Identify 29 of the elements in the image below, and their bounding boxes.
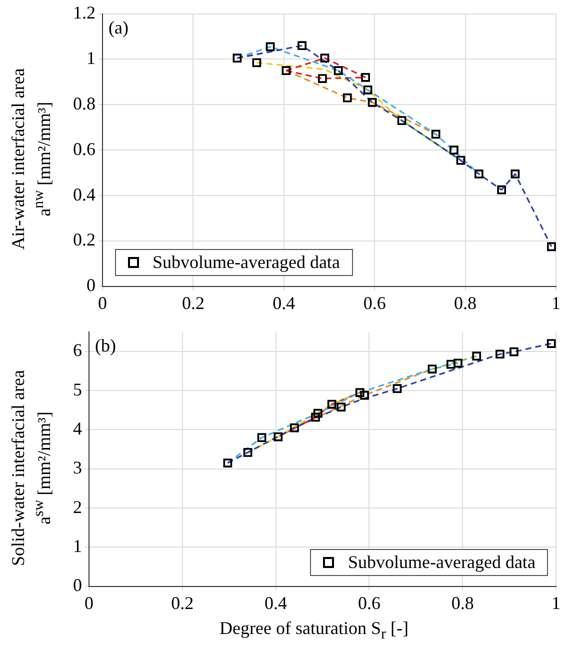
legend-label: Subvolume-averaged data bbox=[348, 552, 536, 574]
x-tick-label: 0.2 bbox=[171, 592, 194, 613]
x-tick-label: 0.4 bbox=[272, 292, 296, 313]
x-tick-label: 0.6 bbox=[363, 292, 386, 313]
y-tick-label: 0.4 bbox=[73, 184, 96, 204]
x-tick-label: 0.6 bbox=[358, 592, 380, 613]
y-tick-label: 2 bbox=[73, 496, 82, 517]
y-tick-label: 4 bbox=[73, 418, 82, 438]
y-tick-label: 0.8 bbox=[73, 93, 96, 114]
y-tick-label: 0.6 bbox=[73, 138, 96, 159]
annotation: (b) bbox=[95, 336, 116, 356]
y-tick-label: 6 bbox=[73, 340, 82, 360]
x-tick-label: 1 bbox=[552, 292, 560, 313]
x-tick-label: 0.8 bbox=[454, 292, 477, 313]
x-tick-label: 0.2 bbox=[182, 292, 204, 313]
legend-label: Subvolume-averaged data bbox=[152, 252, 340, 274]
y-tick-label: 1 bbox=[73, 536, 82, 556]
y-tick-label: 0 bbox=[86, 275, 96, 296]
y-tick-label: 5 bbox=[73, 379, 82, 400]
y-tick-label: 0 bbox=[73, 575, 82, 596]
x-tick-label: 1 bbox=[552, 592, 560, 613]
x-axis-title: Degree of saturation S$_{r}$ [-] bbox=[218, 618, 410, 644]
x-tick-label: 0.4 bbox=[264, 592, 288, 613]
x-tick-label: 0.8 bbox=[451, 592, 474, 613]
annotation: (a) bbox=[108, 18, 128, 38]
y-tick-label: 1 bbox=[86, 48, 96, 68]
y-tick-label: 1.2 bbox=[73, 2, 96, 23]
y-tick-label: 0.2 bbox=[73, 230, 96, 250]
y-tick-label: 3 bbox=[73, 458, 82, 478]
